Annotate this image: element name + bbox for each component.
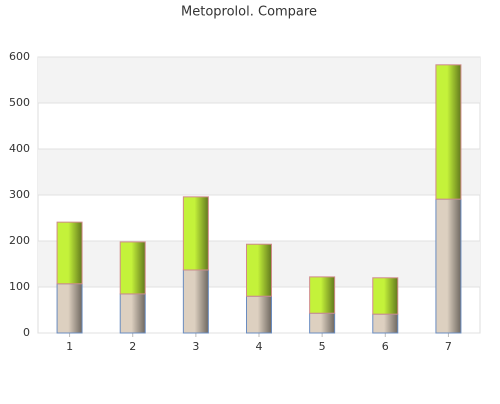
bar-segment <box>119 293 146 334</box>
bar-segment <box>56 221 83 285</box>
y-tick-label: 600 <box>9 50 30 63</box>
bar-segment <box>435 198 462 334</box>
bar-segment <box>182 269 209 334</box>
y-tick-label: 500 <box>9 96 30 109</box>
x-tick-label: 6 <box>382 340 389 353</box>
bar-segment <box>372 313 399 334</box>
bar-segment <box>372 277 399 315</box>
x-tick-label: 3 <box>192 340 199 353</box>
y-tick-label: 0 <box>23 326 30 339</box>
bar-segment <box>56 283 83 334</box>
bar-segment <box>309 312 336 334</box>
x-tick-label: 4 <box>256 340 263 353</box>
chart-title: Metoprolol. Compare <box>181 5 317 20</box>
y-tick-label: 300 <box>9 188 30 201</box>
x-tick-label: 7 <box>445 340 452 353</box>
grid-band <box>38 57 480 103</box>
bar-segment <box>182 196 209 271</box>
grid-band <box>38 149 480 195</box>
x-tick-label: 1 <box>66 340 73 353</box>
x-tick-label: 2 <box>129 340 136 353</box>
bar-segment <box>246 243 272 297</box>
bar-segment <box>435 64 462 200</box>
bar-segment <box>246 295 272 334</box>
bar-segment <box>309 276 336 314</box>
y-tick-label: 400 <box>9 142 30 155</box>
y-tick-label: 100 <box>9 280 30 293</box>
x-tick-label: 5 <box>319 340 326 353</box>
y-tick-label: 200 <box>9 234 30 247</box>
bar-segment <box>119 241 146 295</box>
